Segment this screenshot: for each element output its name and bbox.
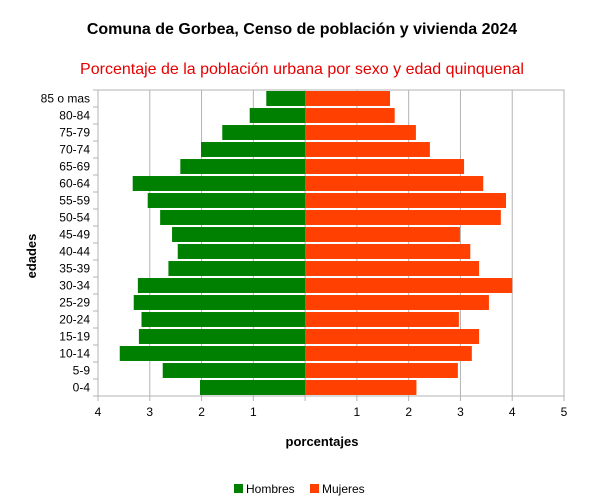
bar-hombres-80-84	[249, 108, 306, 123]
bar-hombres-0-4	[200, 380, 306, 395]
bar-mujeres-35-39	[305, 261, 480, 276]
bar-hombres-60-64	[132, 176, 306, 191]
bar-hombres-75-79	[222, 125, 306, 140]
bar-mujeres-70-74	[305, 142, 430, 157]
bar-hombres-35-39	[168, 261, 306, 276]
bar-mujeres-80-84	[305, 108, 395, 123]
category-label: 25-29	[59, 296, 90, 310]
bar-mujeres-15-19	[305, 329, 480, 344]
category-label: 45-49	[59, 228, 90, 242]
bar-mujeres-20-24	[305, 312, 459, 327]
bar-hombres-85-o-mas	[266, 91, 306, 106]
bar-hombres-50-54	[160, 210, 306, 225]
bar-hombres-20-24	[141, 312, 306, 327]
chart-title: Comuna de Gorbea, Censo de población y v…	[87, 21, 517, 38]
x-tick-label: 2	[198, 405, 205, 419]
legend-swatch-hombres	[234, 484, 243, 493]
x-tick-label: 2	[405, 405, 412, 419]
category-label: 20-24	[59, 313, 90, 327]
legend-swatch-mujeres	[310, 484, 319, 493]
bar-hombres-45-49	[172, 227, 306, 242]
x-tick-label: 4	[95, 405, 102, 419]
bar-hombres-30-34	[137, 278, 306, 293]
x-tick-label: 1	[354, 405, 361, 419]
category-label: 65-69	[59, 160, 90, 174]
category-label: 5-9	[73, 364, 91, 378]
legend-label-mujeres: Mujeres	[322, 482, 365, 496]
category-label: 15-19	[59, 330, 90, 344]
bar-hombres-55-59	[147, 193, 306, 208]
bar-hombres-25-29	[133, 295, 306, 310]
bar-mujeres-30-34	[305, 278, 513, 293]
bars	[119, 91, 513, 395]
category-label: 40-44	[59, 245, 90, 259]
x-tick-labels: 4 3 2 1 1 2 3 4 5	[95, 405, 568, 419]
bar-mujeres-60-64	[305, 176, 484, 191]
category-label: 35-39	[59, 262, 90, 276]
x-tick-label: 4	[509, 405, 516, 419]
bar-mujeres-5-9	[305, 363, 458, 378]
x-tick-label: 5	[561, 405, 568, 419]
bar-mujeres-85-o-mas	[305, 91, 391, 106]
category-label: 50-54	[59, 211, 90, 225]
bar-mujeres-50-54	[305, 210, 501, 225]
category-label: 0-4	[73, 381, 91, 395]
category-label: 10-14	[59, 347, 90, 361]
bar-mujeres-45-49	[305, 227, 460, 242]
legend: Hombres Mujeres	[234, 482, 365, 496]
category-label: 30-34	[59, 279, 90, 293]
category-label: 55-59	[59, 194, 90, 208]
category-label: 80-84	[59, 109, 90, 123]
x-tick-label: 3	[457, 405, 464, 419]
bar-hombres-40-44	[177, 244, 306, 259]
category-label: 70-74	[59, 143, 90, 157]
bar-mujeres-10-14	[305, 346, 472, 361]
x-tick-label: 3	[146, 405, 153, 419]
bar-hombres-70-74	[201, 142, 306, 157]
bar-mujeres-75-79	[305, 125, 416, 140]
bar-mujeres-25-29	[305, 295, 489, 310]
category-label: 60-64	[59, 177, 90, 191]
legend-label-hombres: Hombres	[246, 482, 295, 496]
category-label: 75-79	[59, 126, 90, 140]
x-tick-label: 1	[250, 405, 257, 419]
bar-hombres-5-9	[162, 363, 306, 378]
chart-subtitle: Porcentaje de la población urbana por se…	[80, 61, 524, 78]
bar-hombres-10-14	[119, 346, 306, 361]
bar-mujeres-0-4	[305, 380, 417, 395]
y-axis-label: edades	[24, 234, 39, 279]
bar-hombres-15-19	[138, 329, 306, 344]
category-label: 85 o mas	[41, 92, 90, 106]
bar-mujeres-65-69	[305, 159, 465, 174]
bar-mujeres-55-59	[305, 193, 507, 208]
bar-hombres-65-69	[180, 159, 306, 174]
plot-frame	[93, 89, 565, 397]
bar-mujeres-40-44	[305, 244, 471, 259]
x-axis-label: porcentajes	[286, 434, 359, 449]
category-labels: 0-4 5-9 10-14 15-19 20-24 25-29 30-34 35-39 40-4…	[41, 92, 91, 395]
